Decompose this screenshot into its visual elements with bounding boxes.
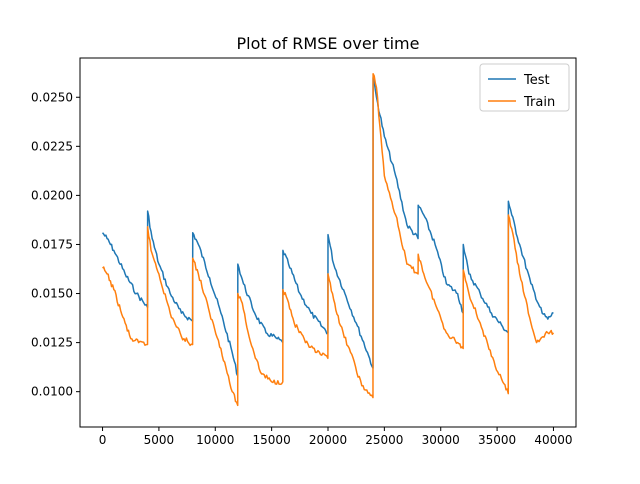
plot-area (101, 72, 555, 407)
y-tick-label: 0.0200 (31, 188, 73, 202)
legend: Test Train (479, 63, 570, 112)
y-tick-label: 0.0150 (31, 287, 73, 301)
x-tick-label: 30000 (422, 433, 460, 447)
y-tick-label: 0.0175 (31, 237, 73, 251)
x-tick-label: 10000 (196, 433, 234, 447)
chart-title: Plot of RMSE over time (237, 34, 420, 53)
x-tick-label: 5000 (144, 433, 175, 447)
x-axis: 0 5000 10000 15000 20000 25000 30000 35000 40000 (99, 427, 573, 447)
series-line-train (102, 72, 555, 407)
x-tick-label: 0 (99, 433, 107, 447)
y-tick-label: 0.0225 (31, 139, 73, 153)
y-axis: 0.0100 0.0125 0.0150 0.0175 0.0200 0.0225 0.02… (31, 90, 80, 399)
x-tick-label: 20000 (309, 433, 347, 447)
legend-box (479, 63, 570, 112)
x-tick-label: 35000 (478, 433, 516, 447)
legend-label-test: Test (523, 73, 550, 88)
y-tick-label: 0.0125 (31, 336, 73, 350)
x-tick-label: 40000 (534, 433, 572, 447)
series-line-test (101, 76, 554, 377)
y-tick-label: 0.0250 (31, 90, 73, 104)
x-tick-label: 15000 (253, 433, 291, 447)
y-tick-label: 0.0100 (31, 385, 73, 399)
legend-label-train: Train (523, 95, 555, 110)
x-tick-label: 25000 (365, 433, 403, 447)
